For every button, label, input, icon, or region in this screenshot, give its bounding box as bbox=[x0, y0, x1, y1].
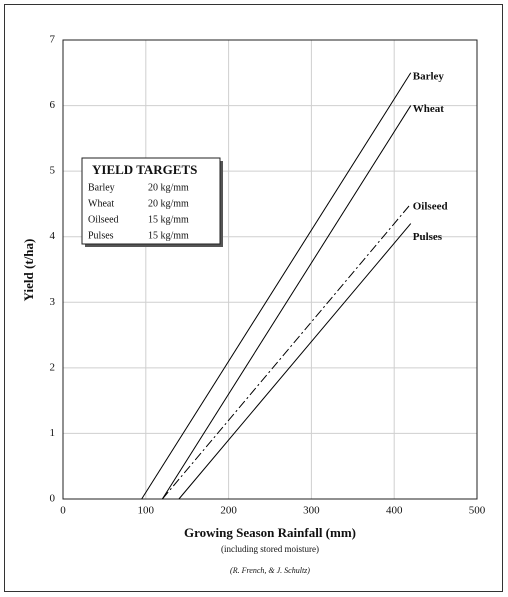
x-tick-label: 100 bbox=[138, 505, 155, 517]
targets-cell: Oilseed bbox=[88, 214, 119, 225]
plot-area bbox=[62, 39, 478, 500]
y-tick-label: 1 bbox=[50, 427, 56, 439]
y-tick-label: 4 bbox=[50, 230, 56, 242]
targets-cell: 15 kg/mm bbox=[148, 214, 189, 225]
x-axis-label: Growing Season Rainfall (mm) bbox=[184, 525, 356, 540]
series-label: Oilseed bbox=[413, 200, 448, 212]
x-tick-label: 500 bbox=[469, 505, 486, 517]
line bbox=[161, 105, 412, 500]
series-label: Barley bbox=[413, 70, 445, 82]
targets-title: YIELD TARGETS bbox=[92, 162, 197, 177]
x-axis-sublabel: (including stored moisture) bbox=[221, 544, 319, 554]
y-tick-label: 0 bbox=[50, 493, 56, 505]
x-tick-label: 400 bbox=[386, 505, 403, 517]
line bbox=[141, 72, 412, 500]
series-label: Pulses bbox=[413, 231, 443, 243]
y-tick-label: 3 bbox=[50, 296, 56, 308]
x-tick-label: 200 bbox=[220, 505, 237, 517]
line bbox=[178, 223, 412, 500]
y-tick-label: 7 bbox=[50, 34, 56, 46]
series-label: Wheat bbox=[413, 103, 445, 115]
targets-cell: Barley bbox=[88, 182, 115, 193]
y-axis-label: Yield (t/ha) bbox=[21, 239, 36, 302]
y-tick-label: 2 bbox=[50, 361, 56, 373]
targets-cell: 20 kg/mm bbox=[148, 198, 189, 209]
y-tick-label: 5 bbox=[50, 165, 56, 177]
x-tick-label: 300 bbox=[303, 505, 320, 517]
credit: (R. French, & J. Schultz) bbox=[230, 566, 310, 575]
y-tick-label: 6 bbox=[50, 99, 56, 111]
targets-cell: 20 kg/mm bbox=[148, 182, 189, 193]
targets-box bbox=[81, 157, 221, 245]
targets-cell: Pulses bbox=[88, 230, 114, 241]
targets-cell: Wheat bbox=[88, 198, 114, 209]
x-tick-label: 0 bbox=[60, 505, 66, 517]
line bbox=[161, 203, 412, 500]
targets-cell: 15 kg/mm bbox=[148, 230, 189, 241]
plot-border bbox=[62, 39, 478, 500]
